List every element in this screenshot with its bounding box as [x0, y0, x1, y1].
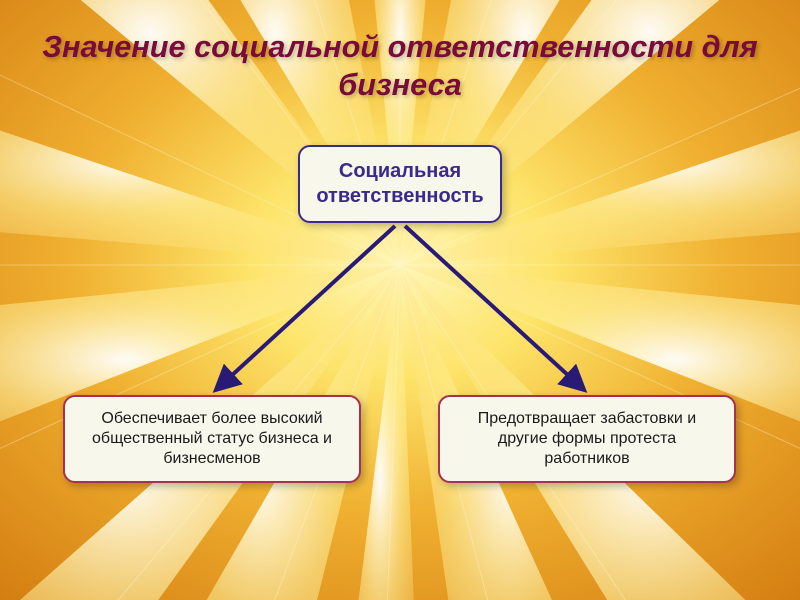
child-node-right-label: Предотвращает забастовки и другие формы …	[454, 409, 720, 469]
child-node-right: Предотвращает забастовки и другие формы …	[438, 395, 736, 483]
child-node-left: Обеспечивает более высокий общественный …	[63, 395, 361, 483]
root-node-label: Социальная ответственность	[314, 159, 486, 209]
child-node-left-label: Обеспечивает более высокий общественный …	[79, 409, 345, 469]
slide-title: Значение социальной ответственности для …	[0, 28, 800, 105]
root-node: Социальная ответственность	[298, 145, 502, 223]
